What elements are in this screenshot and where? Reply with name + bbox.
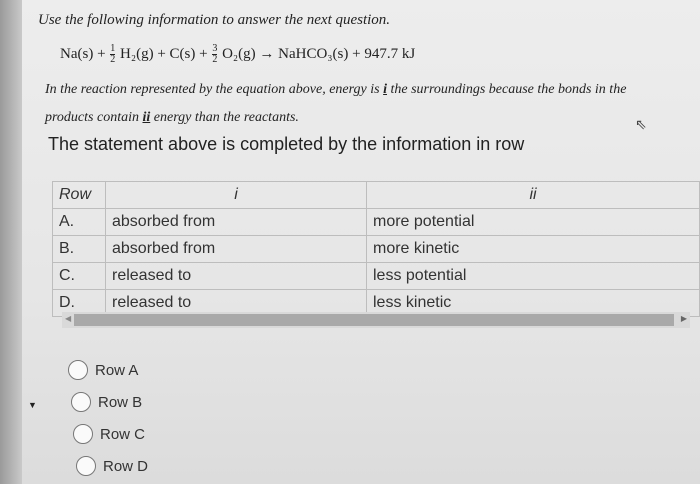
option-row-c[interactable]: Row C xyxy=(73,418,148,450)
option-row-b[interactable]: Row B xyxy=(71,386,148,418)
header-row: Row xyxy=(52,181,106,209)
intro-text: Use the following information to answer … xyxy=(38,12,391,28)
scroll-right-icon[interactable]: ▶ xyxy=(680,314,687,323)
left-edge-bar xyxy=(0,0,22,484)
radio-button[interactable] xyxy=(73,424,93,444)
caret-down-icon: ▼ xyxy=(28,400,37,410)
header-ii: ii xyxy=(366,181,700,209)
scrollbar-thumb[interactable] xyxy=(74,314,674,326)
table-row: C. released to less potential xyxy=(52,262,700,290)
option-row-d[interactable]: Row D xyxy=(76,450,148,482)
option-row-a[interactable]: Row A xyxy=(68,354,148,386)
table-row: B. absorbed from more kinetic xyxy=(52,235,700,263)
radio-button[interactable] xyxy=(76,456,96,476)
table-row: A. absorbed from more potential xyxy=(52,208,700,236)
eq-part: H₂(g) + C(s) + xyxy=(120,45,212,62)
question-statement: In the reaction represented by the equat… xyxy=(45,82,627,125)
eq-part: Na(s) + xyxy=(60,45,110,62)
mouse-cursor-icon: ⇖ xyxy=(635,116,647,132)
horizontal-scrollbar[interactable]: ◀ ▶ xyxy=(62,312,690,328)
eq-part: O₂(g) → NaHCO₃(s) + 947.7 kJ xyxy=(222,45,416,62)
scroll-left-icon[interactable]: ◀ xyxy=(65,314,72,323)
header-i: i xyxy=(105,181,367,209)
answer-table: Row i ii A. absorbed from more potential B… xyxy=(52,181,700,317)
answer-options: Row A Row B Row C Row D xyxy=(68,354,148,482)
radio-button[interactable] xyxy=(71,392,91,412)
radio-button[interactable] xyxy=(68,360,88,380)
prompt-text: The statement above is completed by the … xyxy=(48,134,525,154)
table-header-row: Row i ii xyxy=(52,181,700,209)
